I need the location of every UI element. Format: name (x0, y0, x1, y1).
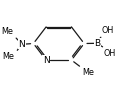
Text: B: B (94, 39, 100, 48)
Text: Me: Me (82, 68, 94, 77)
Text: N: N (43, 56, 49, 65)
Text: OH: OH (104, 49, 116, 58)
Text: Me: Me (3, 52, 14, 61)
Text: Me: Me (1, 27, 13, 36)
Text: N: N (19, 40, 25, 49)
Text: OH: OH (102, 27, 114, 35)
